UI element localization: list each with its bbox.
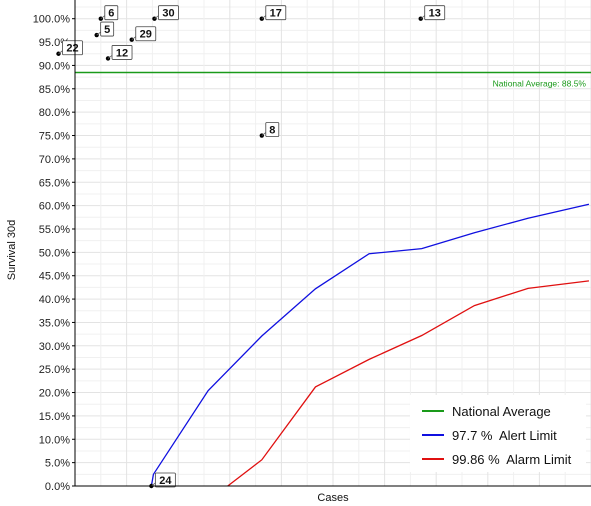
data-point-label-box [158, 5, 179, 21]
y-tick-label: 30.0% [39, 341, 70, 353]
y-tick-label: 15.0% [39, 411, 70, 423]
data-point-leader [131, 36, 136, 41]
data-point-label-box [135, 26, 157, 42]
data-point-label: 17 [270, 8, 282, 20]
data-point-leader [261, 132, 267, 136]
legend-item-national-average: National Average [422, 402, 551, 420]
legend-item-alarm-limit: 99.86 % Alarm Limit [422, 450, 571, 468]
alert-limit-line [150, 203, 590, 487]
data-point-29: 29 [129, 26, 157, 42]
data-point-leader [154, 15, 159, 20]
data-point-label: 24 [159, 475, 172, 487]
legend-label-national-average: National Average [452, 403, 551, 419]
data-point-label-box [265, 5, 287, 21]
data-point-label: 5 [104, 24, 110, 36]
y-tick-labels: 0.0% 5.0% 10.0% 15.0% 20.0% 25.0% 30.0% 35.0% 40… [33, 14, 75, 493]
data-point-leader [58, 50, 63, 55]
y-tick-label: 75.0% [39, 131, 70, 143]
data-point-label-box [265, 122, 280, 137]
data-point-label: 12 [116, 47, 128, 59]
data-point-6: 6 [98, 5, 119, 21]
data-point-label-box [104, 5, 119, 21]
legend-label-alert-limit: 97.7 % Alert Limit [452, 427, 557, 443]
y-tick-label: 5.0% [45, 458, 70, 470]
data-point-label: 6 [108, 8, 114, 20]
national-average-annotation: National Average: 88.5% [493, 78, 587, 88]
data-point-5: 5 [94, 21, 115, 38]
y-axis-label: Survival 30d [6, 220, 18, 281]
data-point-13: 13 [418, 5, 446, 21]
data-point-label: 29 [140, 29, 152, 41]
data-point-label-box [62, 40, 83, 56]
y-tick-label: 20.0% [39, 388, 70, 400]
legend-swatch-national-average [422, 410, 444, 412]
y-tick-label: 45.0% [39, 271, 70, 283]
data-point-leader [96, 31, 101, 36]
data-point-label: 13 [429, 8, 441, 20]
data-point-label-box [154, 472, 176, 488]
y-tick-label: 80.0% [39, 107, 70, 119]
data-point-leader [420, 15, 425, 20]
data-point-leader [100, 15, 106, 20]
y-tick-label: 25.0% [39, 364, 70, 376]
data-point-30: 30 [152, 5, 179, 21]
data-point-22: 22 [56, 40, 83, 56]
data-point-leader [107, 55, 113, 59]
y-tick-label: 60.0% [39, 201, 70, 213]
data-point-label-box [100, 21, 115, 37]
data-point-label: 22 [66, 43, 78, 55]
y-tick-label: 90.0% [39, 60, 70, 72]
y-tick-label: 10.0% [39, 434, 70, 446]
data-points: 6 30 17 13 5 29 22 12 8 24 [56, 5, 446, 489]
legend-label-alarm-limit: 99.86 % Alarm Limit [452, 451, 572, 467]
x-axis-label: Cases [317, 492, 349, 504]
legend-swatch-alert-limit [422, 434, 444, 436]
y-tick-label: 50.0% [39, 247, 70, 259]
y-tick-label: 55.0% [39, 224, 70, 236]
y-tick-label: 100.0% [33, 14, 71, 26]
y-tick-label: 0.0% [45, 481, 70, 493]
data-point-8: 8 [259, 122, 280, 138]
data-point-12: 12 [105, 45, 133, 61]
data-point-label-box [111, 45, 133, 60]
alarm-limit-line [227, 280, 590, 487]
data-point-label: 8 [269, 125, 275, 137]
legend-swatch-alarm-limit [422, 458, 444, 460]
y-tick-label: 70.0% [39, 154, 70, 166]
y-tick-label: 40.0% [39, 294, 70, 306]
legend-item-alert-limit: 97.7 % Alert Limit [422, 426, 557, 444]
y-tick-label: 85.0% [39, 84, 70, 96]
data-point-leader [261, 15, 267, 20]
data-point-label-box [424, 5, 446, 21]
data-point-24: 24 [149, 472, 176, 489]
legend: National Average 97.7 % Alert Limit 99.8… [410, 395, 586, 472]
y-tick-label: 35.0% [39, 317, 70, 329]
y-tick-label: 65.0% [39, 177, 70, 189]
data-point-label: 30 [162, 8, 174, 20]
series-lines [75, 71, 591, 487]
data-point-17: 17 [259, 5, 287, 21]
